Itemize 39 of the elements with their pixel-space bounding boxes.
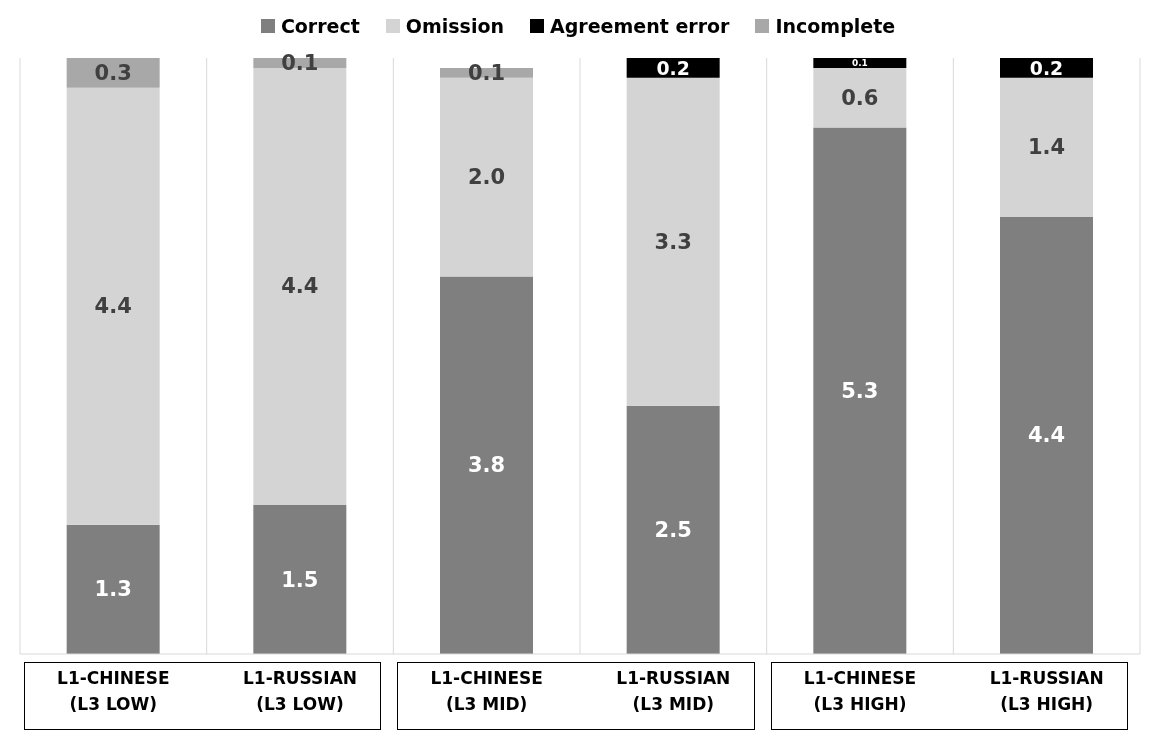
bar [440,276,533,654]
data-label: 0.3 [94,60,132,85]
data-label: 2.0 [467,165,506,190]
legend-label: Correct [280,15,360,37]
bar [813,58,907,68]
bar [1000,77,1093,217]
x-tick-label: L1-RUSSIAN (L3 LOW) [242,668,358,714]
bar [813,127,907,654]
x-tick-label: L1-CHINESE (L3 LOW) [57,668,170,714]
data-label: 5.3 [841,378,879,403]
data-label: 0.6 [841,85,879,110]
data-label: 1.5 [281,567,319,592]
bar [66,524,160,654]
x-tick-label: L1-RUSSIAN (L3 MID) [616,668,731,714]
data-label: 3.3 [654,229,692,254]
bar [1000,216,1093,654]
legend-label: Incomplete [775,15,896,37]
legend-label: Omission [405,15,505,37]
data-label: 0.1 [851,57,868,68]
data-label: 2.5 [654,517,692,542]
bar [66,87,160,525]
x-tick-label: L1-CHINESE (L3 HIGH) [803,668,917,714]
bar [626,77,720,406]
x-tick-label: L1-CHINESE (L3 MID) [430,668,543,714]
data-label: 0.2 [1029,56,1064,79]
legend-label: Agreement error [550,15,730,37]
bar [813,67,907,128]
data-label: 1.3 [94,577,132,602]
data-label: 0.1 [281,50,319,75]
data-label: 4.4 [94,294,132,319]
data-label: 4.4 [1027,423,1066,448]
data-label: 3.8 [467,453,506,478]
x-tick-label: L1-RUSSIAN (L3 HIGH) [989,668,1104,714]
data-label: 0.2 [656,56,690,79]
data-label: 0.1 [467,60,506,85]
bar [626,405,720,654]
data-label: 1.4 [1027,135,1066,160]
data-label: 4.4 [281,274,319,299]
bar [253,505,347,654]
